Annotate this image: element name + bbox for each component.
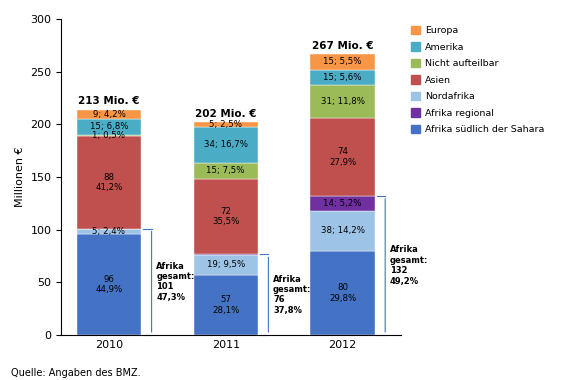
Bar (310, 251, 375, 335)
Bar (77, 135, 141, 136)
Text: Afrika
gesamt:
132
49,2%: Afrika gesamt: 132 49,2% (390, 245, 428, 285)
Bar (194, 122, 258, 127)
Bar (194, 179, 258, 255)
Bar (194, 255, 258, 275)
Text: 31; 11,8%: 31; 11,8% (320, 97, 365, 106)
Text: 213 Mio. €: 213 Mio. € (78, 97, 140, 106)
Bar (310, 54, 375, 70)
Bar (194, 275, 258, 335)
Bar (77, 234, 141, 335)
Text: 202 Mio. €: 202 Mio. € (195, 109, 256, 119)
Bar (77, 136, 141, 229)
Text: 38; 14,2%: 38; 14,2% (320, 226, 365, 235)
Bar (77, 119, 141, 135)
Text: 15; 7,5%: 15; 7,5% (206, 166, 245, 175)
Text: 5; 2,5%: 5; 2,5% (209, 120, 242, 129)
Y-axis label: Millionen €: Millionen € (15, 147, 25, 207)
Text: 57
28,1%: 57 28,1% (212, 295, 239, 315)
Bar (194, 163, 258, 179)
Bar (310, 118, 375, 196)
Bar (77, 109, 141, 119)
Bar (310, 70, 375, 86)
Text: 80
29,8%: 80 29,8% (329, 283, 356, 302)
Bar (310, 211, 375, 251)
Text: 1; 0,5%: 1; 0,5% (92, 131, 125, 140)
Text: 15; 5,6%: 15; 5,6% (323, 73, 362, 82)
Bar (310, 196, 375, 211)
Text: 267 Mio. €: 267 Mio. € (312, 41, 373, 51)
Text: 34; 16,7%: 34; 16,7% (204, 141, 248, 149)
Bar (77, 229, 141, 234)
Text: 5; 2,4%: 5; 2,4% (92, 227, 125, 236)
Text: 14; 5,2%: 14; 5,2% (323, 199, 362, 208)
Text: Afrika
gesamt:
76
37,8%: Afrika gesamt: 76 37,8% (273, 275, 311, 315)
Bar (310, 86, 375, 118)
Text: 96
44,9%: 96 44,9% (96, 275, 123, 294)
Text: Quelle: Angaben des BMZ.: Quelle: Angaben des BMZ. (11, 368, 141, 378)
Legend: Europa, Amerika, Nicht aufteilbar, Asien, Nordafrika, Afrika regional, Afrika sü: Europa, Amerika, Nicht aufteilbar, Asien… (409, 24, 546, 136)
Text: 9; 4,2%: 9; 4,2% (93, 110, 125, 119)
Text: 15; 5,5%: 15; 5,5% (323, 57, 362, 66)
Text: 72
35,5%: 72 35,5% (212, 207, 239, 226)
Text: 15; 6,8%: 15; 6,8% (90, 122, 128, 131)
Text: 19; 9,5%: 19; 9,5% (207, 260, 245, 269)
Text: Afrika
gesamt:
101
47,3%: Afrika gesamt: 101 47,3% (156, 262, 194, 302)
Bar (194, 127, 258, 163)
Text: 88
41,2%: 88 41,2% (95, 173, 123, 192)
Text: 74
27,9%: 74 27,9% (329, 147, 356, 167)
